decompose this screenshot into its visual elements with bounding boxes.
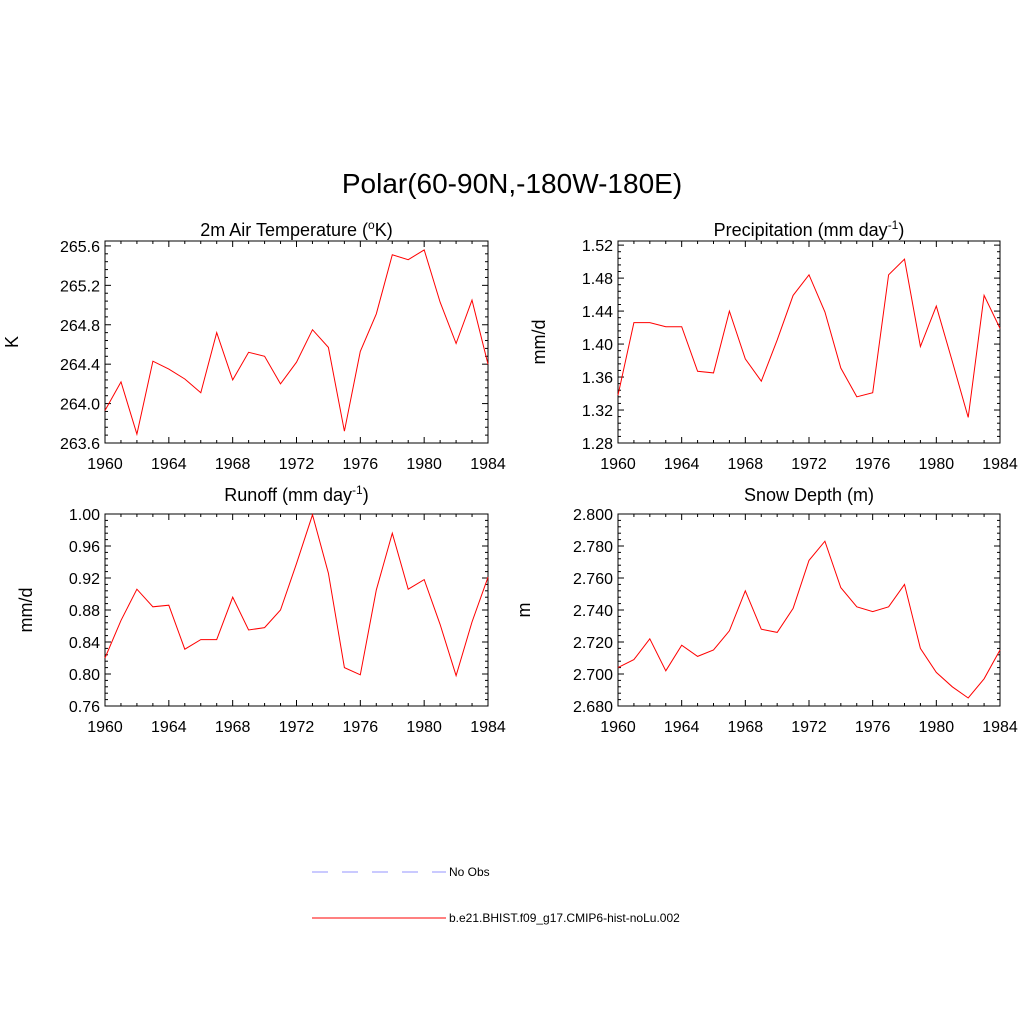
series-line [617,258,1001,418]
y-axis-label: K [2,336,22,348]
x-tick-label: 1980 [406,456,442,473]
x-tick-label: 1964 [151,456,187,473]
y-tick-label: 0.84 [69,635,100,652]
x-tick-label: 1976 [855,456,891,473]
plot-frame [617,513,1001,707]
legend-model-label: b.e21.BHIST.f09_g17.CMIP6-hist-noLu.002 [449,911,680,925]
x-tick-label: 1980 [919,456,955,473]
panel-title: Runoff (mm day-1) [224,483,368,505]
x-tick-label: 1972 [791,456,827,473]
legend-obs-label: No Obs [449,865,490,879]
y-tick-label: 1.32 [582,403,613,420]
y-axis-label: m [514,603,534,618]
x-tick-label: 1968 [215,456,251,473]
y-tick-label: 2.720 [573,635,613,652]
y-tick-label: 1.48 [582,271,613,288]
x-tick-label: 1972 [279,456,315,473]
y-tick-label: 265.6 [60,239,100,256]
series-line [104,513,489,678]
panel-title: 2m Air Temperature (oK) [200,218,392,240]
y-tick-label: 265.2 [60,278,100,295]
x-tick-label: 1968 [728,456,764,473]
y-tick-label: 2.680 [573,699,613,716]
y-tick-label: 1.36 [582,370,613,387]
y-tick-label: 1.40 [582,337,613,354]
y-tick-label: 264.4 [60,357,100,374]
chart-air-temp: 1960 1964 1968 1972 1976 1980 1984 263.6 264.0 26… [2,218,506,473]
x-tick-label: 1984 [982,719,1018,736]
x-tick-label: 1968 [728,719,764,736]
x-tick-label: 1984 [470,456,506,473]
y-tick-label: 1.44 [582,304,613,321]
panel-title: Snow Depth (m) [744,485,874,505]
x-tick-label: 1964 [151,719,187,736]
y-tick-label: 264.0 [60,397,100,414]
x-tick-label: 1972 [791,719,827,736]
x-tick-label: 1960 [87,719,123,736]
y-tick-label: 263.6 [60,436,100,453]
chart-snow-depth: 1960 1964 1968 1972 1976 1980 1984 2.680 2.700 2.… [514,485,1018,736]
y-tick-label: 2.760 [573,571,613,588]
x-tick-label: 1968 [215,719,251,736]
y-tick-label: 2.740 [573,603,613,620]
panel-title: Precipitation (mm day-1) [714,218,905,240]
x-tick-label: 1960 [600,456,636,473]
y-axis-label: mm/d [529,320,549,365]
x-tick-label: 1964 [664,456,700,473]
x-tick-label: 1980 [919,719,955,736]
x-tick-label: 1960 [87,456,123,473]
plot-frame [617,240,1001,444]
chart-runoff: 1960 1964 1968 1972 1976 1980 1984 0.76 0.80 0.84… [16,483,506,736]
chart-precip: 1960 1964 1968 1972 1976 1980 1984 1.28 1.32 1.36… [529,218,1018,473]
x-tick-label: 1980 [406,719,442,736]
x-tick-label: 1976 [343,719,379,736]
y-axis-label: mm/d [16,588,36,633]
series-line [104,249,489,437]
x-tick-label: 1972 [279,719,315,736]
y-tick-label: 2.700 [573,667,613,684]
plot-frame [104,513,489,707]
y-tick-label: 0.76 [69,699,100,716]
y-tick-label: 264.8 [60,318,100,335]
x-tick-label: 1984 [470,719,506,736]
y-tick-label: 1.28 [582,436,613,453]
x-tick-label: 1976 [343,456,379,473]
y-tick-label: 0.80 [69,667,100,684]
x-tick-label: 1984 [982,456,1018,473]
y-tick-label: 0.96 [69,539,100,556]
y-tick-label: 2.780 [573,539,613,556]
series-line [617,540,1001,699]
y-tick-label: 0.92 [69,571,100,588]
y-tick-label: 1.00 [69,507,100,524]
y-tick-label: 1.52 [582,238,613,255]
y-tick-label: 2.800 [573,507,613,524]
x-tick-label: 1964 [664,719,700,736]
x-tick-label: 1976 [855,719,891,736]
y-tick-label: 0.88 [69,603,100,620]
x-tick-label: 1960 [600,719,636,736]
main-title: Polar(60-90N,-180W-180E) [341,168,683,199]
